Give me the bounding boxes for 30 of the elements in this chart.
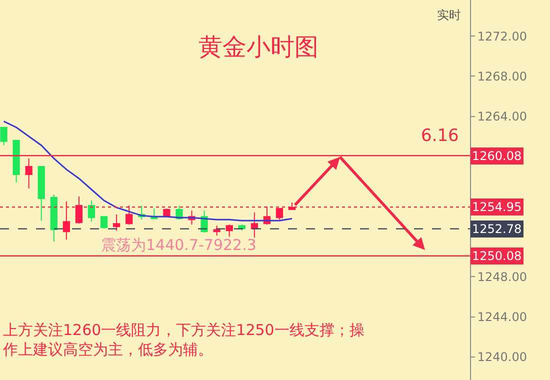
y-tick-label: 1272.00 xyxy=(477,29,528,44)
ref-line-label: 1254.95 xyxy=(472,200,522,214)
candlestick xyxy=(100,216,108,230)
annotation: 震荡为1440.7-7922.3 xyxy=(101,236,256,254)
text: 6.16 xyxy=(421,126,459,146)
candlestick xyxy=(88,200,96,222)
candlestick xyxy=(38,166,45,222)
annotation: 上方关注1260一线阻力，下方关注1250一线支撑；操作上建议高空为主，低多为辅。 xyxy=(2,321,364,358)
candlestick xyxy=(226,224,233,238)
y-tick-label: 1240.00 xyxy=(477,350,528,364)
ref-line-label: 1250.08 xyxy=(472,249,522,263)
candlestick xyxy=(75,196,83,224)
y-tick-label: 1268.00 xyxy=(477,69,528,84)
text: 黄金小时图 xyxy=(198,32,318,61)
ref-line-label: 1260.08 xyxy=(472,149,522,163)
y-tick-label: 1248.00 xyxy=(477,270,528,284)
candlestick xyxy=(126,205,133,226)
candlestick xyxy=(276,208,284,220)
y-tick-label: 1264.00 xyxy=(477,110,528,124)
candlestick xyxy=(0,126,8,146)
candlestick xyxy=(250,212,258,238)
y-tick-label: 1244.00 xyxy=(477,310,528,324)
candlestick xyxy=(50,194,58,242)
candlestick xyxy=(112,214,120,232)
text: 实时 xyxy=(437,8,461,22)
candlestick xyxy=(12,140,20,183)
line-series xyxy=(3,120,293,222)
candlestick xyxy=(62,201,70,240)
candlestick xyxy=(25,158,32,189)
ref-line-label: 1252.78 xyxy=(472,222,522,236)
